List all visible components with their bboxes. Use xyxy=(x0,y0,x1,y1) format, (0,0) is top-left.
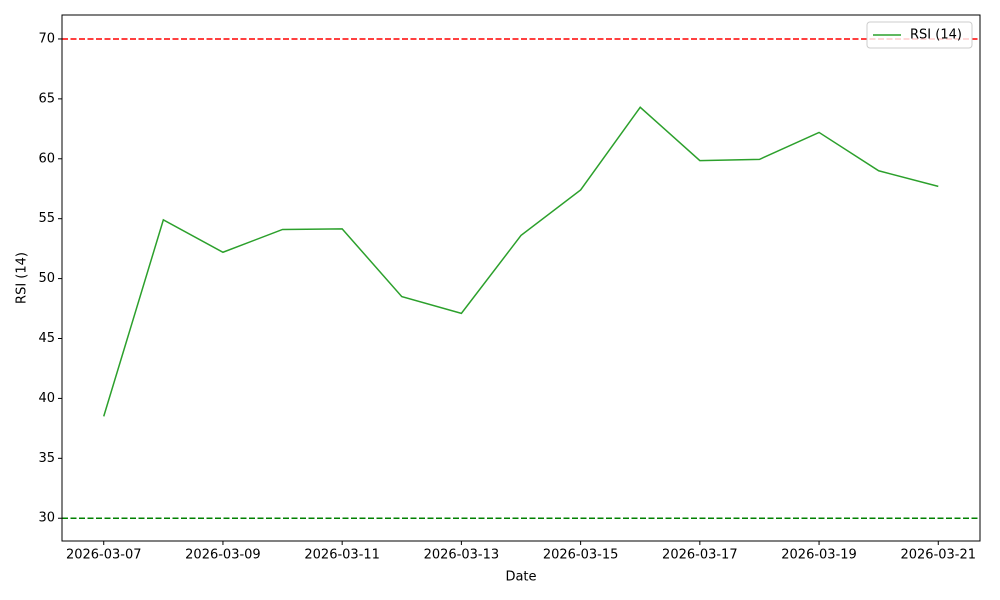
legend-box xyxy=(866,21,973,49)
y-tick-label: 60 xyxy=(38,151,55,166)
y-tick-label: 70 xyxy=(38,31,55,46)
y-tick-label: 30 xyxy=(38,511,55,526)
y-tick-label: 35 xyxy=(38,451,55,466)
legend-label: RSI (14) xyxy=(910,28,962,43)
legend: RSI (14) xyxy=(866,21,973,49)
x-tick-label: 2026-03-17 xyxy=(662,548,738,563)
x-tick-label: 2026-03-09 xyxy=(185,548,261,563)
x-tick-label: 2026-03-13 xyxy=(424,548,500,563)
x-axis-label: Date xyxy=(505,570,536,585)
y-tick-label: 45 xyxy=(38,331,55,346)
x-tick-label: 2026-03-15 xyxy=(543,548,619,563)
x-tick-label: 2026-03-11 xyxy=(304,548,380,563)
x-tick-label: 2026-03-21 xyxy=(900,548,976,563)
x-tick-label: 2026-03-07 xyxy=(66,548,142,563)
plot-frame xyxy=(61,14,981,542)
y-tick-label: 65 xyxy=(38,91,55,106)
y-tick-label: 50 xyxy=(38,271,55,286)
x-tick-label: 2026-03-19 xyxy=(781,548,857,563)
y-tick-label: 40 xyxy=(38,391,55,406)
y-tick-label: 55 xyxy=(38,211,55,226)
y-axis-label: RSI (14) xyxy=(15,252,30,304)
data-line xyxy=(103,106,939,417)
